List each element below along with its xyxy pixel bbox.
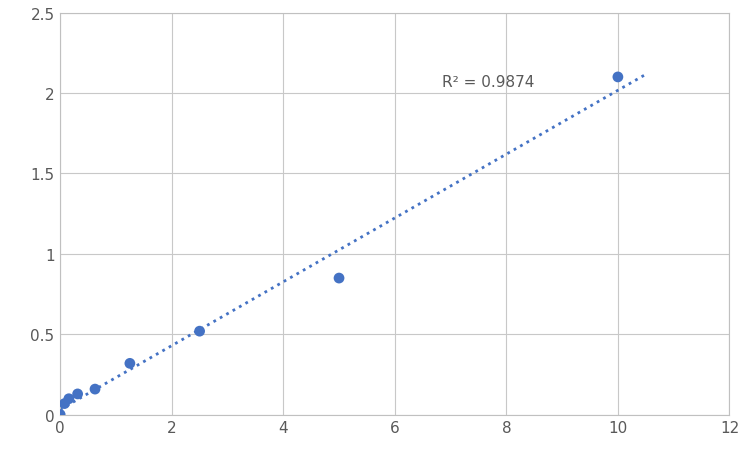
Point [124, 360, 136, 367]
Point [612, 74, 624, 81]
Point [89, 386, 101, 393]
Text: R² = 0.9874: R² = 0.9874 [442, 75, 535, 90]
Point [54, 411, 66, 418]
Point [59, 400, 71, 407]
Point [71, 391, 83, 398]
Point [333, 275, 345, 282]
Point [63, 395, 75, 402]
Point [193, 328, 205, 335]
